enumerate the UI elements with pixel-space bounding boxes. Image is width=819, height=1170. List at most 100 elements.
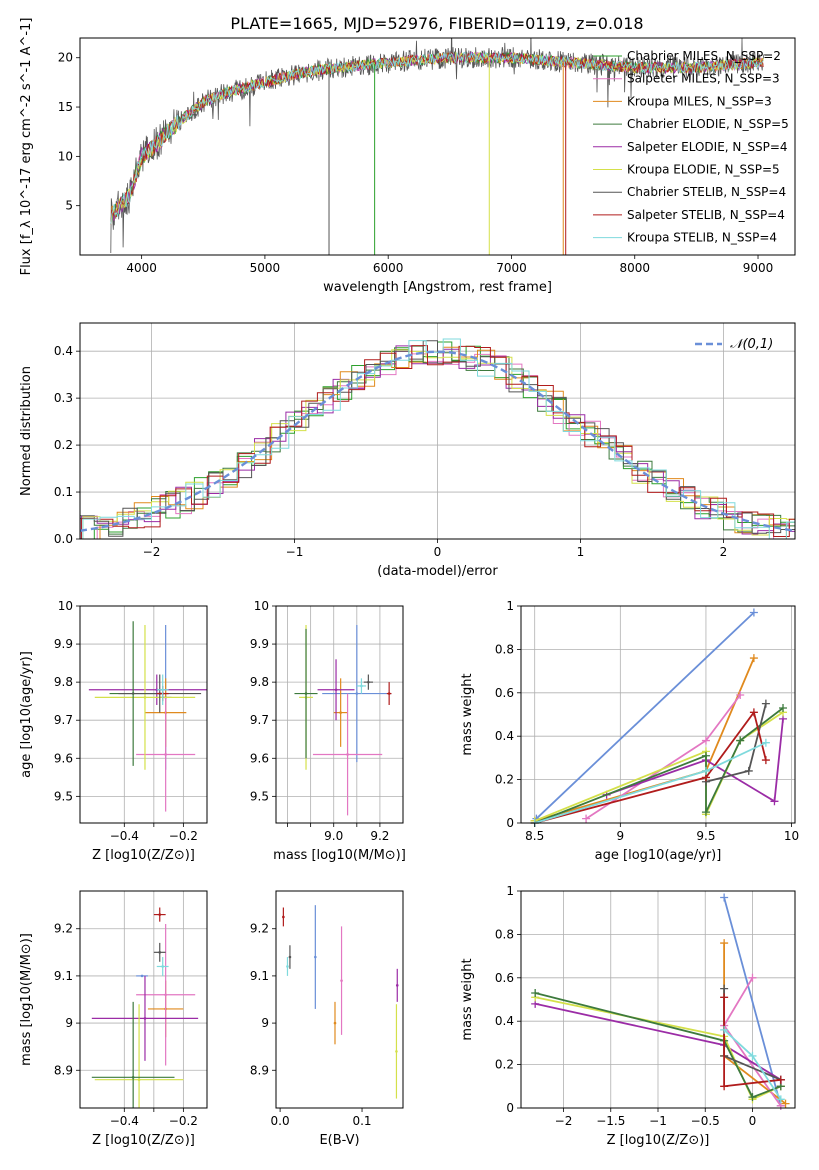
y-tick-label: 0.6 xyxy=(495,971,514,985)
series-line-5 xyxy=(534,992,782,1099)
y-tick-label: 9.6 xyxy=(54,751,73,765)
x-tick-label: 0.1 xyxy=(352,1114,371,1128)
y-tick-label: 9.8 xyxy=(54,675,73,689)
series-marker xyxy=(749,708,758,717)
data-point xyxy=(164,993,167,997)
series-marker xyxy=(779,703,788,712)
plot-frame xyxy=(520,605,796,824)
data-point xyxy=(143,1017,147,1020)
series-marker xyxy=(749,654,758,663)
data-point xyxy=(143,696,147,699)
y-tick-label: 20 xyxy=(58,51,73,65)
y-tick-label: 0.4 xyxy=(495,729,514,743)
x-axis-label: Z [log10(Z/Z⊙)] xyxy=(92,1133,195,1148)
y-tick-label: 10 xyxy=(58,599,73,613)
data-point xyxy=(314,955,317,959)
x-tick-label: −2 xyxy=(555,1114,573,1128)
series-marker xyxy=(720,993,729,1002)
data-point xyxy=(395,1050,398,1053)
legend-label: 𝒩(0,1) xyxy=(730,337,773,352)
spectrum-line-6 xyxy=(110,38,765,254)
series-marker xyxy=(748,1093,757,1102)
data-point xyxy=(387,692,391,695)
data-point xyxy=(164,753,167,756)
legend-label: Chabrier STELIB, N_SSP=4 xyxy=(627,185,786,199)
y-tick-label: 9.2 xyxy=(54,922,73,936)
y-tick-label: 0.0 xyxy=(54,532,73,546)
data-point xyxy=(339,711,342,714)
age-vs-mass-panel: 9.0 9.2 9.5 9.6 9.7 9.8 9.9 10 mass [log10(M/M⊙)… xyxy=(250,599,406,863)
data-point xyxy=(161,965,164,968)
x-tick-label: 7000 xyxy=(496,261,527,275)
y-tick-label: 9.1 xyxy=(250,969,269,983)
x-tick-label: −0.5 xyxy=(691,1114,720,1128)
y-tick-label: 0.2 xyxy=(495,1058,514,1072)
data-point xyxy=(286,965,289,968)
plot-frame xyxy=(275,605,404,824)
series-line-1 xyxy=(534,657,755,822)
x-tick-label: 9.0 xyxy=(324,829,343,843)
histogram-4 xyxy=(80,345,795,539)
y-tick-label: 9.2 xyxy=(250,922,269,936)
data-point xyxy=(360,684,363,688)
x-axis-label: wavelength [Angstrom, rest frame] xyxy=(323,280,552,295)
legend-label: Kroupa ELODIE, N_SSP=5 xyxy=(627,163,780,177)
data-point xyxy=(334,688,338,692)
spectrum-line-8 xyxy=(110,51,764,225)
x-tick-label: 4000 xyxy=(126,261,157,275)
y-tick-label: 0 xyxy=(506,816,514,830)
data-point xyxy=(288,955,292,959)
data-point xyxy=(282,915,285,919)
data-point xyxy=(158,951,162,954)
x-tick-label: 9.2 xyxy=(370,829,389,843)
y-tick-label: 10 xyxy=(254,599,269,613)
y-tick-label: 0.1 xyxy=(54,485,73,499)
x-axis-label: Z [log10(Z/Z⊙)] xyxy=(607,1133,710,1148)
x-tick-label: −1.5 xyxy=(596,1114,625,1128)
legend-label: Salpeter STELIB, N_SSP=4 xyxy=(627,208,785,222)
y-axis-label: age [log10(age/yr)] xyxy=(19,651,34,778)
y-tick-label: 0.8 xyxy=(495,927,514,941)
figure-title: PLATE=1665, MJD=52976, FIBERID=0119, z=0… xyxy=(230,14,643,33)
data-point xyxy=(137,1078,141,1081)
y-tick-label: 0.6 xyxy=(495,686,514,700)
data-point xyxy=(333,1021,337,1025)
y-tick-label: 0.3 xyxy=(54,391,73,405)
x-axis-label: (data-model)/error xyxy=(377,564,498,579)
y-tick-label: 9.7 xyxy=(54,713,73,727)
series-marker xyxy=(701,736,710,745)
x-tick-label: 0 xyxy=(434,545,442,559)
x-tick-label: 9.5 xyxy=(696,829,715,843)
y-axis-label: mass weight xyxy=(460,673,475,755)
plot-frame xyxy=(79,890,208,1109)
series-marker xyxy=(720,1025,729,1034)
data-point xyxy=(158,913,162,916)
y-tick-label: 8.9 xyxy=(250,1063,269,1077)
series-marker xyxy=(744,766,753,775)
spectrum-panel: 4000 5000 6000 7000 8000 9000 5 10 15 20 wavelengt… xyxy=(19,18,796,295)
x-tick-label: 9 xyxy=(617,829,625,843)
y-tick-label: 0.2 xyxy=(54,438,73,452)
x-tick-label: 6000 xyxy=(373,261,404,275)
histogram-8 xyxy=(80,338,795,539)
y-tick-label: 9.1 xyxy=(54,969,73,983)
series-line-7 xyxy=(534,710,767,824)
residuals-panel: −2 −1 0 1 2 0.0 0.1 0.2 0.3 0.4 (data-model)/error… xyxy=(19,322,796,579)
y-tick-label: 8.9 xyxy=(54,1063,73,1077)
histogram-7 xyxy=(80,345,795,539)
legend-label: Chabrier ELODIE, N_SSP=5 xyxy=(627,117,789,131)
series-marker xyxy=(531,988,540,997)
x-tick-label: −1 xyxy=(649,1114,667,1128)
series-line-0 xyxy=(535,611,755,820)
series-marker xyxy=(748,973,757,982)
data-point xyxy=(355,692,359,695)
data-point xyxy=(367,680,370,684)
mass-vs-EBV-panel: 0.0 0.1 8.9 9 9.1 9.2 E(B-V) xyxy=(250,890,404,1148)
mass-vs-Z-panel: −0.4 −0.2 8.9 9 9.1 9.2 Z [log10(Z/Z⊙)] mass [l… xyxy=(19,890,208,1148)
series-marker xyxy=(701,766,710,775)
y-axis-label: Normed distribution xyxy=(19,366,34,496)
data-point xyxy=(346,753,349,756)
x-tick-label: 10 xyxy=(784,829,799,843)
series-marker xyxy=(776,1095,785,1104)
